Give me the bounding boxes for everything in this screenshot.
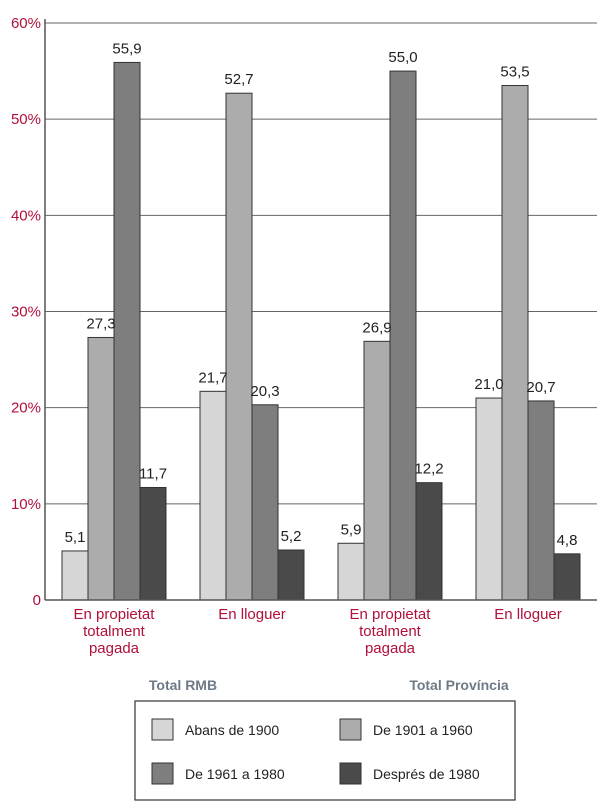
legend-swatch — [339, 762, 362, 785]
legend-entry: Després de 1980 — [373, 766, 480, 782]
group-label: Total Província — [409, 677, 509, 693]
data-label: 5,9 — [341, 521, 362, 538]
legend: Abans de 1900 De 1901 a 1960 De 1961 a 198… — [134, 700, 516, 801]
legend-box — [134, 700, 516, 801]
category-label: En lloguer — [494, 606, 562, 623]
group-label: Total RMB — [149, 677, 217, 693]
bar — [475, 397, 503, 601]
legend-entry: De 1901 a 1960 — [373, 722, 473, 738]
category-label: totalment — [359, 623, 422, 640]
data-label: 20,3 — [250, 383, 279, 400]
category-label: En lloguer — [218, 606, 286, 623]
data-label: 21,7 — [198, 369, 227, 386]
bar — [199, 390, 227, 601]
bar — [527, 400, 555, 601]
data-label: 4,8 — [557, 532, 578, 549]
bar — [251, 404, 279, 601]
y-tick-label: 10% — [11, 496, 41, 513]
data-label: 53,5 — [500, 64, 529, 81]
bar — [225, 92, 253, 601]
data-label: 55,9 — [112, 40, 141, 57]
data-label: 21,0 — [474, 376, 503, 393]
category-label: totalment — [83, 623, 146, 640]
y-tick-label: 20% — [11, 400, 41, 417]
y-tick-label: 40% — [11, 207, 41, 224]
y-tick-label: 50% — [11, 111, 41, 128]
legend-swatch — [151, 762, 174, 785]
data-label: 20,7 — [526, 379, 555, 396]
bar — [277, 549, 305, 601]
bars — [61, 61, 581, 601]
data-label: 5,1 — [65, 529, 86, 546]
legend-swatch — [339, 718, 362, 741]
data-label: 5,2 — [281, 528, 302, 545]
legend-entry: Abans de 1900 — [185, 722, 279, 738]
data-label: 11,7 — [139, 465, 167, 482]
data-label: 12,2 — [414, 461, 443, 478]
y-tick-label: 0 — [33, 592, 41, 609]
bar — [113, 61, 141, 601]
bar — [501, 85, 529, 601]
bar — [61, 550, 89, 601]
bar — [87, 336, 115, 601]
bar — [337, 542, 365, 601]
data-label: 52,7 — [224, 71, 253, 88]
bar — [389, 70, 417, 601]
y-axis: 0 10% 20% 30% 40% 50% 60% — [11, 15, 46, 609]
y-tick-label: 30% — [11, 304, 41, 321]
bar — [139, 486, 167, 601]
bar — [415, 482, 443, 601]
y-tick-label: 60% — [11, 15, 41, 32]
category-label: En propietat — [74, 606, 156, 623]
legend-swatch — [151, 718, 174, 741]
legend-entry: De 1961 a 1980 — [185, 766, 285, 782]
value-labels: 5,1 27,3 55,9 11,7 21,7 52,7 20,3 5,2 5,9 26,9 55,… — [65, 40, 578, 548]
bar — [553, 553, 581, 601]
category-label: En propietat — [350, 606, 432, 623]
data-label: 27,3 — [86, 315, 115, 332]
category-label: pagada — [365, 640, 416, 657]
data-label: 26,9 — [362, 319, 391, 336]
data-label: 55,0 — [388, 49, 417, 66]
bar — [363, 340, 391, 601]
category-label: pagada — [89, 640, 140, 657]
